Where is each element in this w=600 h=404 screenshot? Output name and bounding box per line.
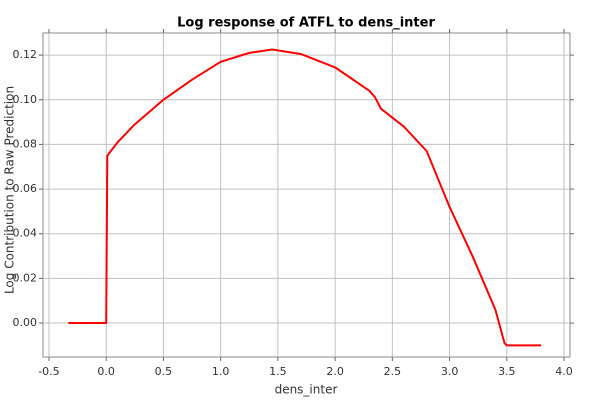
x-tick-label: 1.0 [212,365,230,378]
x-tick-label: 4.0 [555,365,573,378]
data-line [68,48,542,347]
plot-area [42,32,571,358]
y-tick-label: 0.08 [13,137,38,150]
x-tick-label: 2.5 [384,365,402,378]
x-tick-label: 3.5 [498,365,516,378]
chart-title: Log response of ATFL to dens_inter [177,16,435,31]
x-tick-label: -0.5 [38,365,59,378]
y-tick-label: 0.12 [13,48,38,61]
y-tick-label: 0.10 [13,93,38,106]
y-tick-label: 0.06 [13,182,38,195]
y-tick-label: 0.00 [13,316,38,329]
x-axis-label: dens_inter [275,383,338,397]
x-tick-label: 2.0 [326,365,344,378]
x-tick-label: 0.0 [97,365,115,378]
y-tick-label: 0.04 [13,227,38,240]
x-tick-label: 3.0 [441,365,459,378]
y-tick-label: 0.02 [13,271,38,284]
x-tick-label: 0.5 [155,365,173,378]
y-axis-label: Log Contribution to Raw Prediction [3,86,17,294]
x-tick-label: 1.5 [269,365,287,378]
